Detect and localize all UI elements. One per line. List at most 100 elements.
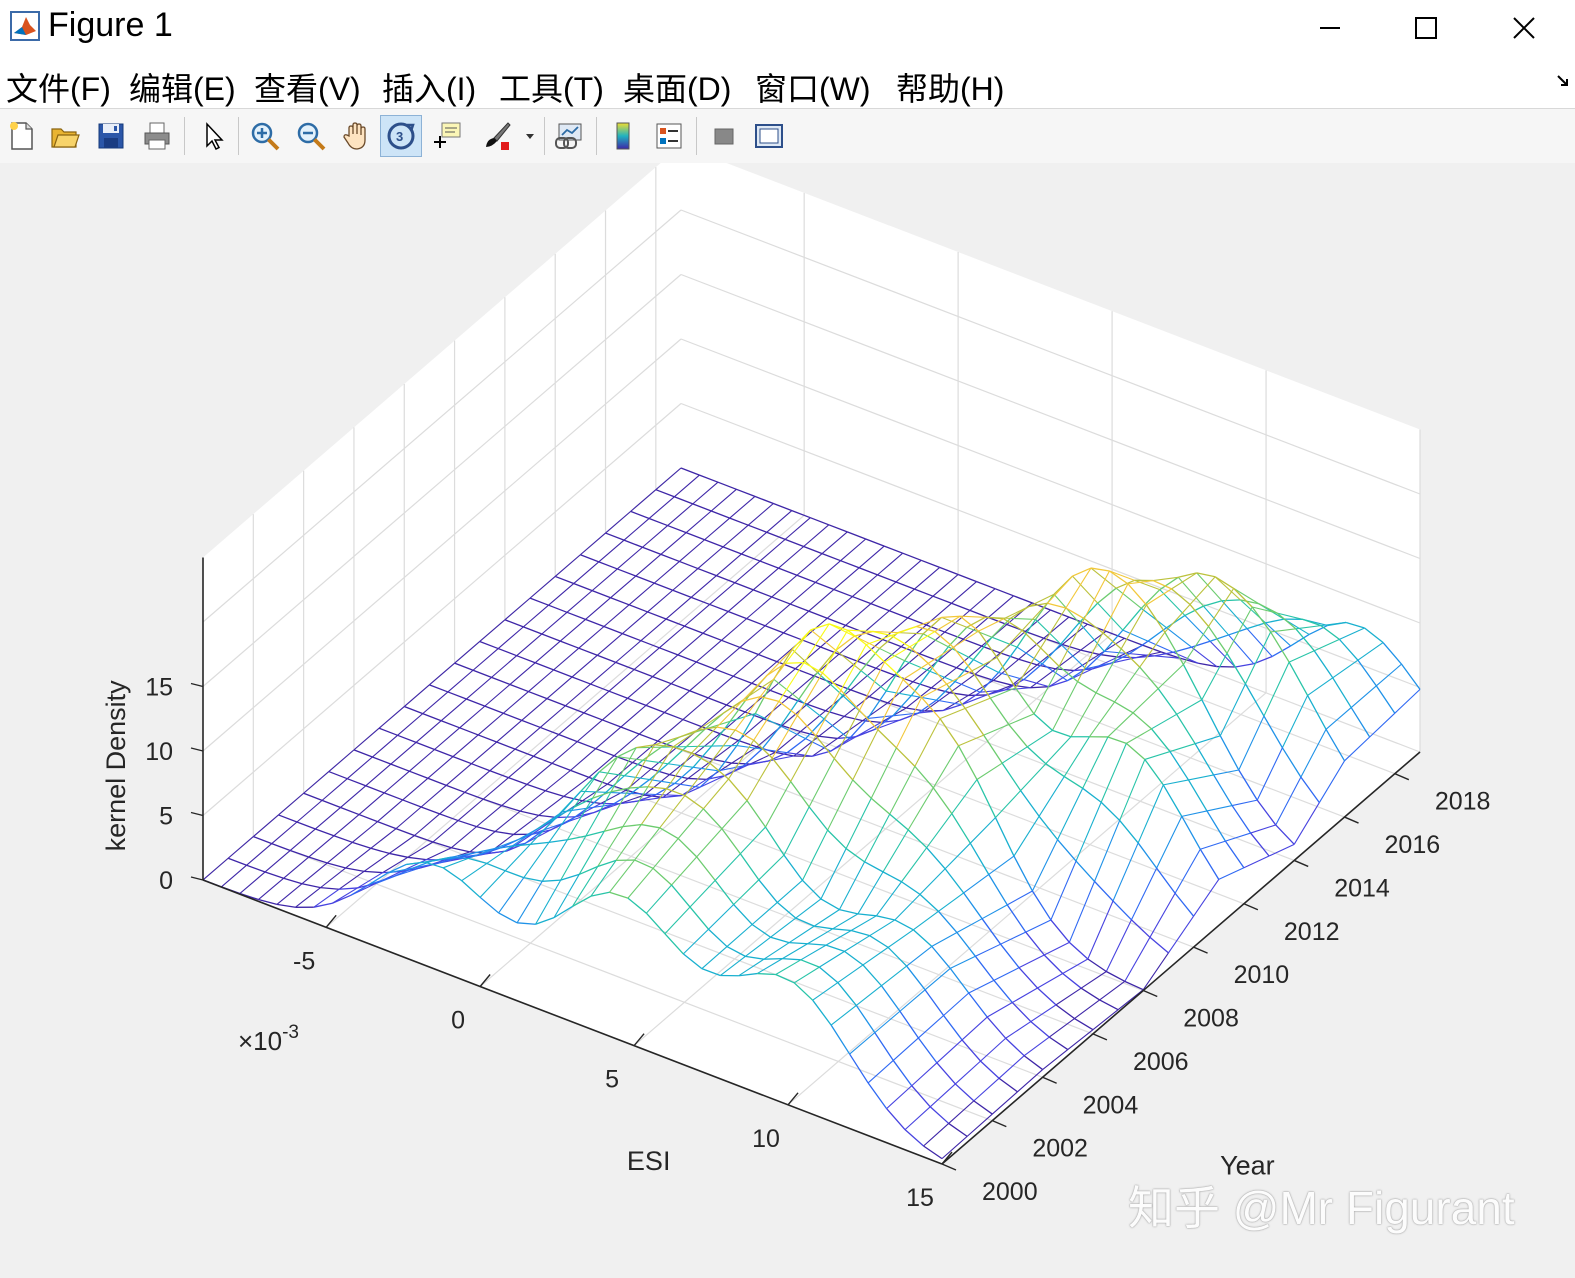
mesh-line [679,560,699,570]
mesh-line [847,629,873,632]
mesh-line [931,945,951,969]
data-cursor-button[interactable] [426,115,468,157]
open-file-button[interactable] [44,115,86,157]
mesh-line [1025,630,1045,639]
mesh-line [924,989,945,1016]
mesh-line [949,968,970,994]
save-button[interactable] [90,115,132,157]
mesh-line [685,532,705,541]
mesh-line [892,1060,913,1087]
menu-help[interactable]: 帮助(H) [896,71,1005,107]
menu-file[interactable]: 文件(F) [6,71,111,107]
title-bar: Figure 1 [0,0,1575,56]
mesh-line [1050,919,1070,943]
mesh-line [521,719,541,729]
mesh-line [904,633,924,662]
mesh-line [907,787,934,831]
mesh-line [932,745,959,789]
show-plot-tools-button[interactable] [748,115,790,157]
mesh-line [979,672,1000,693]
link-plot-button[interactable] [548,115,590,157]
brush-dropdown-button[interactable] [520,115,540,157]
mesh-line [511,828,538,847]
mesh-line [628,582,655,606]
mesh-line [957,745,978,780]
colorbar-button[interactable] [602,115,644,157]
mesh-line [635,575,655,584]
mesh-line [1074,999,1100,1019]
mesh-line [409,749,435,772]
hide-plot-tools-button[interactable] [703,115,745,157]
zoom-out-button[interactable] [290,115,332,157]
mesh-line [1218,867,1245,880]
mesh-line [602,719,622,728]
mesh-line [1043,637,1063,646]
legend-button[interactable] [648,115,690,157]
mesh-line [911,1085,931,1108]
menu-window[interactable]: 窗口(W) [755,71,871,107]
mesh-line [936,1039,963,1064]
mesh-line [447,691,467,700]
menu-edit[interactable]: 编辑(E) [129,71,236,107]
mesh-line [655,489,675,498]
menu-desktop[interactable]: 桌面(D) [623,71,732,107]
mesh-line [714,647,741,670]
mesh-line [1099,980,1126,1001]
mesh-line [701,704,727,728]
mesh-line [734,582,754,591]
mesh-line [1043,616,1070,639]
mesh-line [457,798,484,821]
close-button[interactable] [1476,0,1572,56]
mesh-line [877,574,897,583]
maximize-button[interactable] [1378,0,1474,56]
mesh-line [689,668,716,692]
mesh-line [981,918,1002,945]
mesh-line [585,791,612,837]
mesh-line [1149,936,1169,954]
mesh-line [585,830,605,837]
mesh-line [468,857,487,865]
mesh-line [461,862,488,882]
mesh-line [738,972,758,977]
grid-line [680,402,1421,689]
mesh-line [696,828,723,858]
rotate-3d-button[interactable]: 3 [380,115,422,157]
mesh-line [682,697,709,720]
menu-tools[interactable]: 工具(T) [499,71,604,107]
pan-button[interactable] [335,115,377,157]
mesh-line [1139,666,1159,690]
mesh-line [986,1002,1013,1018]
mesh-line [461,880,481,898]
mesh-line [551,762,571,771]
mesh-line [665,596,692,620]
mesh-line [491,655,518,678]
mesh-line [882,871,902,883]
mesh-line [905,687,932,709]
mesh-line [691,752,711,764]
mesh-line [835,649,862,672]
print-button[interactable] [136,115,178,157]
edit-plot-button[interactable] [192,115,234,157]
mesh-line [981,904,1008,920]
mesh-line [420,784,447,808]
menu-insert[interactable]: 插入(I) [382,71,477,107]
dock-arrow-icon[interactable] [1555,72,1571,92]
new-figure-button[interactable] [0,115,42,157]
brush-button[interactable] [476,115,518,157]
mesh-line [1027,729,1053,748]
mesh-line [469,831,496,853]
mesh-line [597,654,616,663]
mesh-line [980,1037,1007,1062]
mesh-line [793,982,814,1001]
grid-line [633,633,1113,1047]
surface-plot-axes[interactable]: -5 0 5 10 15 2000 2002 2004 2006 2008 2010 2012 201… [0,163,1575,1278]
minimize-button[interactable] [1282,0,1378,56]
mesh-line [636,744,655,749]
mesh-line [1078,602,1099,624]
mesh-line [1156,867,1176,894]
mesh-line [776,901,797,919]
zoom-in-button[interactable] [244,115,286,157]
mesh-line [790,735,817,782]
menu-view[interactable]: 查看(V) [254,71,361,107]
mesh-line [880,985,901,1012]
